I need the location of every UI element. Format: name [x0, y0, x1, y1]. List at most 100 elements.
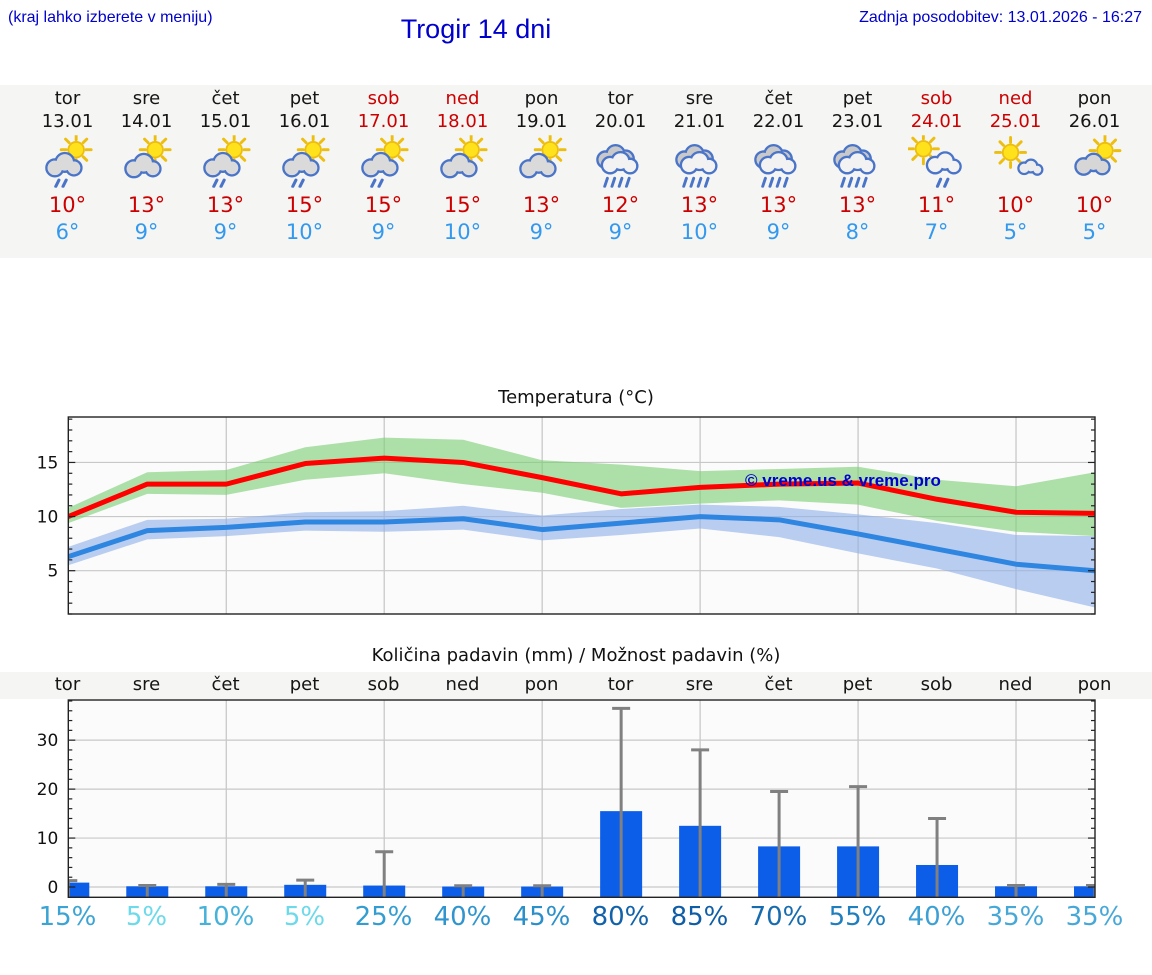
precip-probability: 85% — [670, 902, 729, 932]
precip-day-label-row: tor sre čet pet sob ned pon tor sre čet pet sob ned p… — [0, 672, 1152, 699]
precip-chart-title: Količina padavin (mm) / Možnost padavin … — [371, 645, 781, 666]
precip-bar — [1074, 886, 1095, 898]
precip-plot-area — [68, 706, 1095, 898]
low-temp: 10° — [443, 220, 482, 244]
low-temp: 10° — [680, 220, 719, 244]
precip-day-label: ned — [445, 674, 480, 695]
temperature-chart: 5 10 15 © vreme.us & vreme.pro — [37, 416, 1096, 615]
high-temp: 13° — [206, 193, 245, 217]
watermark: © vreme.us & vreme.pro — [745, 471, 941, 490]
day-name: sre — [685, 88, 714, 109]
high-temp: 13° — [522, 193, 561, 217]
low-temp: 7° — [924, 220, 949, 244]
high-temp: 10° — [996, 193, 1035, 217]
precip-probability: 70% — [749, 902, 808, 932]
high-temp: 13° — [838, 193, 877, 217]
forecast-day: pet 16.01 15° 10° — [265, 85, 344, 258]
day-date: 14.01 — [120, 111, 173, 132]
high-temp: 11° — [917, 193, 956, 217]
forecast-day: čet 15.01 13° 9° — [186, 85, 265, 258]
precip-probability: 15% — [38, 902, 97, 932]
precip-day-label: sob — [367, 674, 400, 695]
forecast-day: ned 18.01 15° 10° — [423, 85, 502, 258]
sun-cloud-icon — [118, 135, 176, 188]
precip-whisker — [928, 816, 947, 898]
day-name: sob — [920, 88, 953, 109]
sun-cloud-showers-icon — [39, 135, 97, 188]
precip-probability: 45% — [512, 902, 571, 932]
location-menu-note[interactable]: (kraj lahko izberete v meniju) — [8, 9, 213, 26]
precip-probability: 25% — [354, 902, 413, 932]
precip-day-label: sre — [685, 674, 714, 695]
forecast-day: tor 13.01 10° 6° — [28, 85, 107, 258]
precip-probability: 55% — [828, 902, 887, 932]
forecast-day: čet 22.01 13° 9° — [739, 85, 818, 258]
day-date: 24.01 — [910, 111, 963, 132]
temp-plot-area — [68, 437, 1095, 608]
precip-whisker — [68, 879, 78, 898]
precip-whisker — [770, 790, 789, 898]
forecast-day: pon 26.01 10° 5° — [1055, 85, 1134, 258]
high-temp: 13° — [127, 193, 166, 217]
precip-whisker — [1007, 884, 1026, 898]
day-name: pet — [842, 88, 873, 109]
max-temp-line — [68, 455, 1095, 520]
clouds-heavy-rain-icon — [592, 135, 650, 188]
sun-cloud-icon — [513, 135, 571, 188]
precip-whisker — [375, 850, 394, 898]
precip-probability: 35% — [986, 902, 1045, 932]
temp-ytick-label: 15 — [37, 453, 59, 473]
low-temp: 9° — [766, 220, 791, 244]
day-date: 26.01 — [1068, 111, 1121, 132]
high-temp: 13° — [759, 193, 798, 217]
forecast-strip: tor 13.01 10° 6° sre 14.01 13° 9° čet 15.01 13° 9° p… — [0, 85, 1152, 258]
day-name: pon — [524, 88, 559, 109]
day-name: tor — [54, 88, 81, 109]
day-date: 19.01 — [515, 111, 568, 132]
precip-ytick-label: 10 — [37, 829, 59, 849]
precip-probability: 5% — [125, 902, 168, 932]
sun-cloud-icon — [434, 135, 492, 188]
precip-probability: 80% — [591, 902, 650, 932]
high-temp: 15° — [364, 193, 403, 217]
day-date: 16.01 — [278, 111, 331, 132]
precip-probability: 35% — [1065, 902, 1124, 932]
high-temp: 10° — [1075, 193, 1114, 217]
precip-ytick-label: 0 — [47, 878, 58, 898]
precip-bar — [68, 882, 90, 898]
day-date: 23.01 — [831, 111, 884, 132]
low-temp: 9° — [134, 220, 159, 244]
forecast-day: sob 17.01 15° 9° — [344, 85, 423, 258]
day-date: 25.01 — [989, 111, 1042, 132]
temp-chart-title: Temperatura (°C) — [498, 387, 654, 408]
precip-day-label: čet — [764, 674, 793, 695]
temp-ytick-label: 10 — [37, 508, 59, 528]
precip-whisker — [138, 884, 157, 898]
day-date: 17.01 — [357, 111, 410, 132]
day-name: pon — [1077, 88, 1112, 109]
day-name: čet — [211, 88, 240, 109]
high-temp: 13° — [680, 193, 719, 217]
day-date: 13.01 — [41, 111, 94, 132]
day-name: tor — [607, 88, 634, 109]
day-name: čet — [764, 88, 793, 109]
precip-day-label: pet — [289, 674, 320, 695]
precip-whisker — [217, 882, 236, 898]
day-date: 15.01 — [199, 111, 252, 132]
sun-cloud-showers-icon — [355, 135, 413, 188]
forecast-day: ned 25.01 10° 5° — [976, 85, 1055, 258]
precip-whisker — [849, 785, 868, 898]
last-updated: Zadnja posodobitev: 13.01.2026 - 16:27 — [859, 9, 1142, 26]
day-date: 22.01 — [752, 111, 805, 132]
forecast-day: sre 14.01 13° 9° — [107, 85, 186, 258]
sun-cloud-light-showers-icon — [908, 135, 966, 188]
precip-day-label: sob — [920, 674, 953, 695]
precipitation-chart: 0 10 20 30 — [37, 699, 1096, 898]
precip-probability: 40% — [433, 902, 492, 932]
day-name: ned — [998, 88, 1033, 109]
high-temp: 10° — [48, 193, 87, 217]
forecast-day: pon 19.01 13° 9° — [502, 85, 581, 258]
partly-cloudy-icon — [1066, 135, 1124, 188]
precip-whisker — [533, 884, 552, 898]
day-date: 21.01 — [673, 111, 726, 132]
